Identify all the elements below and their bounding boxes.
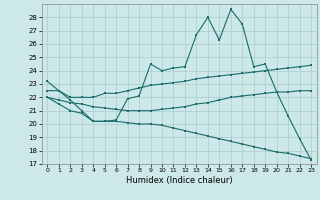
X-axis label: Humidex (Indice chaleur): Humidex (Indice chaleur) [126, 176, 233, 185]
